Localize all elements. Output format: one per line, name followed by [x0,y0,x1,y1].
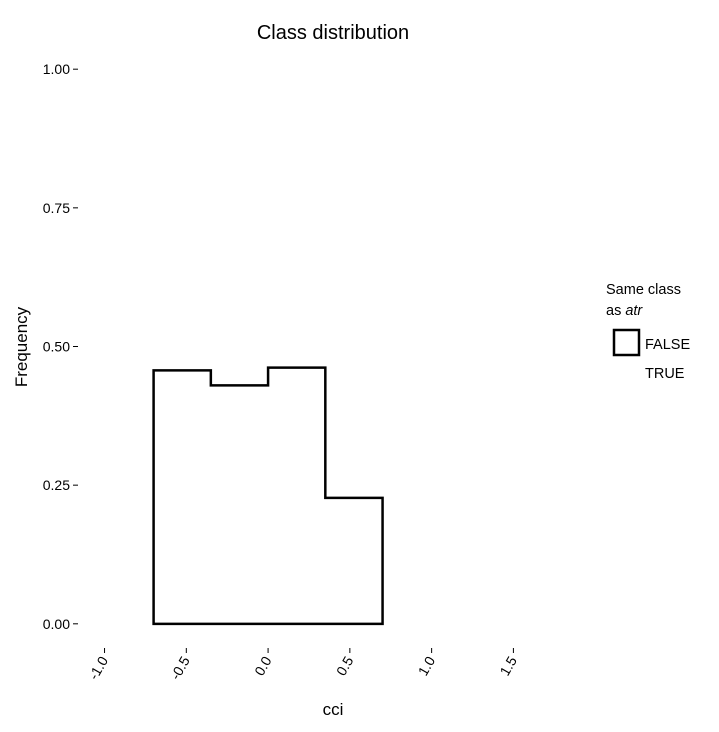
chart-title: Class distribution [257,22,409,44]
y-axis-label: Frequency [12,306,31,387]
x-axis-label: cci [323,700,344,719]
plot-area [152,366,384,626]
x-axis: -1.0 -0.5 0.0 0.5 1.0 1.5 [85,648,520,682]
x-tick-label: 1.0 [415,653,439,678]
y-tick-label: 0.50 [43,339,70,355]
y-tick-label: 0.00 [43,616,70,632]
x-tick-label: 1.5 [496,653,520,678]
y-axis: 0.00 0.25 0.50 0.75 1.00 [43,61,78,632]
legend-title-italic: atr [625,303,643,319]
legend-title-line2: as atr [606,303,643,319]
legend-label-false: FALSE [645,337,690,353]
y-tick-label: 0.75 [43,200,70,216]
legend: Same class as atr FALSE TRUE [606,282,690,387]
x-tick-label: 0.0 [251,653,275,678]
histogram-outline-false [152,366,384,626]
legend-title-prefix: as [606,303,625,319]
x-tick-label: 0.5 [333,653,357,678]
legend-label-true: TRUE [645,366,685,382]
x-tick-label: -1.0 [85,653,111,682]
x-tick-label: -0.5 [167,653,193,682]
y-tick-label: 0.25 [43,477,70,493]
legend-key-true [614,362,639,387]
y-tick-label: 1.00 [43,61,70,77]
legend-title-line1: Same class [606,282,681,298]
legend-key-false [612,328,641,357]
